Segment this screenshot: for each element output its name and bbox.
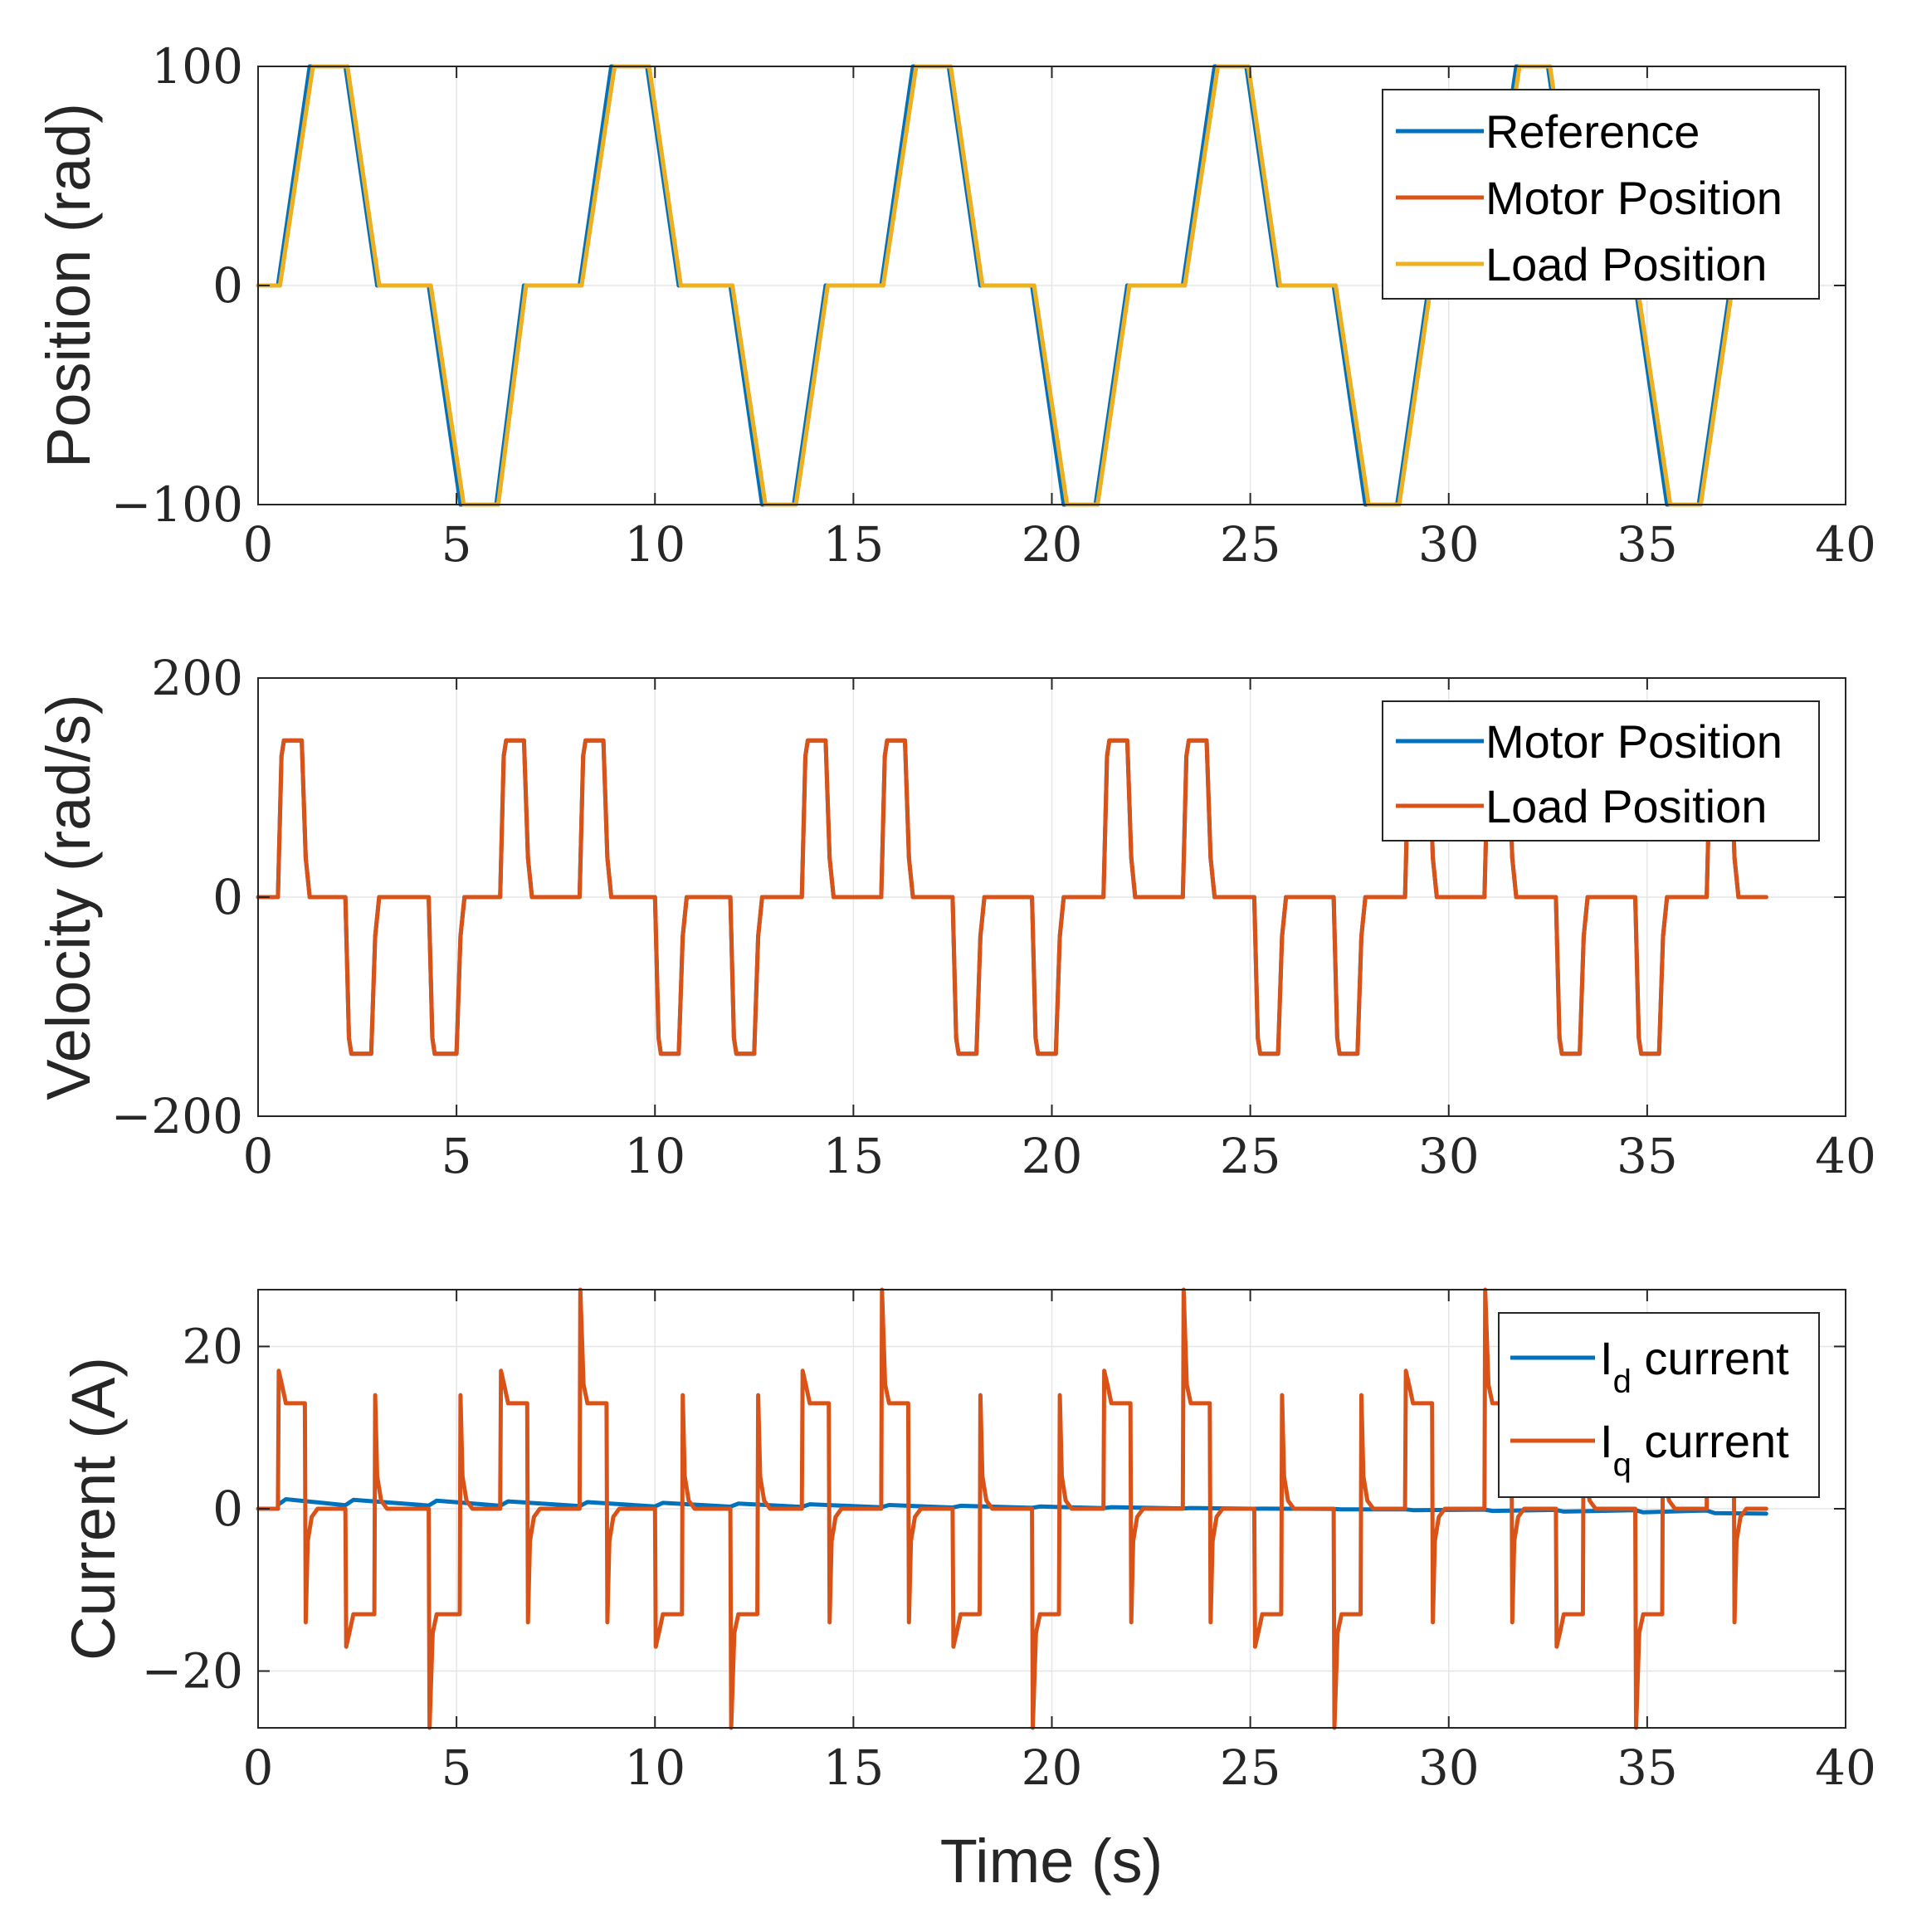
current-series-id-current xyxy=(256,1497,1768,1516)
legend-iq-main: I xyxy=(1600,1415,1613,1467)
position-ytick-label: 0 xyxy=(212,257,243,314)
position-xtick-label: 5 xyxy=(441,516,472,573)
legend-label-velocity-load: Load Position xyxy=(1485,780,1767,832)
velocity-xtick-label: 10 xyxy=(624,1128,685,1184)
legend-label-reference: Reference xyxy=(1485,105,1700,158)
velocity-ylabel: Velocity (rad/s) xyxy=(34,694,103,1100)
current-xtick-label: 30 xyxy=(1418,1739,1480,1796)
current-xtick-label: 35 xyxy=(1617,1739,1678,1796)
current-xtick-label: 5 xyxy=(441,1739,472,1796)
position-ylabel: Position (rad) xyxy=(34,103,103,468)
position-xtick-label: 20 xyxy=(1022,516,1083,573)
velocity-xtick-label: 40 xyxy=(1815,1128,1876,1184)
legend-id-suffix: current xyxy=(1632,1332,1789,1384)
current-xtick-label: 40 xyxy=(1815,1739,1876,1796)
velocity-ytick-label: −200 xyxy=(111,1088,243,1144)
current-ytick-label: 20 xyxy=(182,1318,243,1374)
position-ytick-label: 100 xyxy=(151,38,243,95)
legend-label-motor-position: Motor Position xyxy=(1485,172,1783,224)
legend-iq-subscript: q xyxy=(1613,1447,1632,1483)
current-series-iq-current xyxy=(256,1287,1768,1730)
velocity-ytick-label: 0 xyxy=(212,869,243,925)
legend-label-load-position: Load Position xyxy=(1485,238,1767,290)
position-xtick-label: 35 xyxy=(1617,516,1678,573)
current-xtick-label: 20 xyxy=(1022,1739,1083,1796)
position-xtick-label: 30 xyxy=(1418,516,1480,573)
current-ytick-label: 0 xyxy=(212,1481,243,1537)
velocity-xtick-label: 25 xyxy=(1220,1128,1281,1184)
velocity-xtick-label: 15 xyxy=(822,1128,884,1184)
current-ytick-label: −20 xyxy=(142,1643,243,1700)
legend-label-iq: Iq current xyxy=(1600,1415,1789,1483)
velocity-legend-box xyxy=(1382,700,1820,842)
velocity-xtick-label: 35 xyxy=(1617,1128,1678,1184)
current-xtick-label: 0 xyxy=(243,1739,274,1796)
current-xtick-label: 10 xyxy=(624,1739,685,1796)
current-xlabel: Time (s) xyxy=(940,1827,1163,1895)
legend-id-main: I xyxy=(1600,1332,1613,1384)
velocity-xtick-label: 5 xyxy=(441,1128,472,1184)
position-xtick-label: 40 xyxy=(1815,516,1876,573)
current-xtick-label: 25 xyxy=(1220,1739,1281,1796)
current-legend-box xyxy=(1498,1312,1820,1498)
legend-iq-suffix: current xyxy=(1632,1415,1789,1467)
position-legend: Reference Motor Position Load Position xyxy=(1382,89,1820,300)
legend-id-subscript: d xyxy=(1613,1364,1632,1400)
current-ylabel: Current (A) xyxy=(59,1357,128,1661)
velocity-xtick-label: 20 xyxy=(1022,1128,1083,1184)
velocity-ytick-label: 200 xyxy=(151,650,243,706)
position-xtick-label: 15 xyxy=(822,516,884,573)
legend-label-id: Id current xyxy=(1600,1332,1789,1400)
current-series xyxy=(256,1287,1768,1730)
current-xtick-label: 15 xyxy=(822,1739,884,1796)
position-xtick-label: 0 xyxy=(243,516,274,573)
velocity-legend: Motor Position Load Position xyxy=(1382,700,1820,842)
velocity-xtick-label: 0 xyxy=(243,1128,274,1184)
position-ytick-label: −100 xyxy=(111,476,243,533)
velocity-xtick-label: 30 xyxy=(1418,1128,1480,1184)
legend-label-velocity-motor: Motor Position xyxy=(1485,715,1783,768)
position-xtick-label: 25 xyxy=(1220,516,1281,573)
current-legend: Id current Iq current xyxy=(1498,1312,1820,1498)
position-xtick-label: 10 xyxy=(624,516,685,573)
